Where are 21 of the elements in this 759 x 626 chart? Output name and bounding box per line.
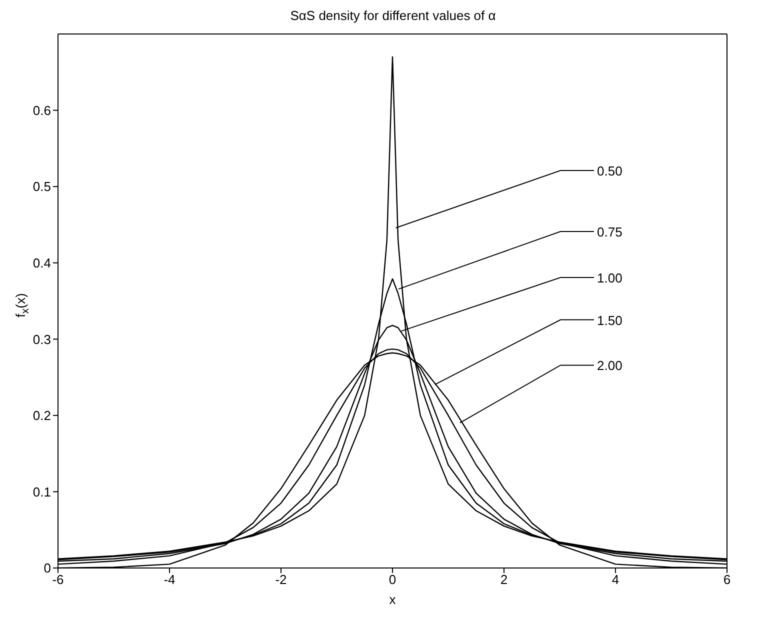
x-tick-label: 0 xyxy=(388,572,396,588)
y-tick-label: 0.1 xyxy=(32,484,51,500)
x-tick-label: 4 xyxy=(612,572,620,588)
x-axis-title: x xyxy=(389,592,396,607)
annotation: 0.50 xyxy=(597,163,622,178)
x-tick-label: -4 xyxy=(164,572,176,588)
x-tick-label: 6 xyxy=(723,572,731,588)
chart-title: SαS density for different values of α xyxy=(289,8,497,23)
x-tick-label: -2 xyxy=(275,572,287,588)
x-tick-label: -6 xyxy=(52,572,64,588)
y-tick-label: 0.3 xyxy=(32,332,51,347)
y-tick-label: 0 xyxy=(44,560,51,576)
annotation: 0.75 xyxy=(597,224,622,240)
annotation: 1.50 xyxy=(597,312,622,328)
y-tick-label: 0.5 xyxy=(32,179,51,194)
y-tick-label: 0.4 xyxy=(32,255,51,270)
annotation: 1.00 xyxy=(597,270,622,286)
y-tick-label: 0.6 xyxy=(32,102,51,118)
x-tick-label: 2 xyxy=(500,572,508,588)
y-tick-label: 0.2 xyxy=(32,408,51,424)
annotation: 2.00 xyxy=(597,358,622,374)
